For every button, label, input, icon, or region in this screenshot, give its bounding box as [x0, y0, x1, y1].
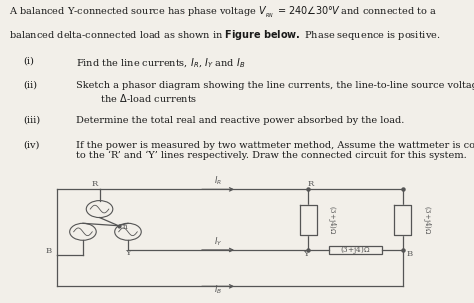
Text: Y: Y [303, 250, 309, 258]
Text: n: n [122, 223, 127, 231]
Text: balanced delta-connected load as shown in $\mathbf{Figure\ below.}$ Phase sequen: balanced delta-connected load as shown i… [9, 28, 441, 42]
Text: $I_B$: $I_B$ [214, 283, 222, 296]
Text: (iii): (iii) [24, 116, 41, 125]
Text: (iv): (iv) [24, 141, 40, 150]
Text: If the power is measured by two wattmeter method, Assume the wattmeter is connec: If the power is measured by two wattmete… [76, 141, 474, 160]
Text: A balanced Y-connected source has phase voltage $V_{_{RN}}$ $= 240\angle30°\!V$ : A balanced Y-connected source has phase … [9, 5, 438, 20]
Text: (ii): (ii) [24, 81, 38, 90]
Text: (3+j4)$\Omega$: (3+j4)$\Omega$ [420, 205, 433, 235]
Text: (3+j4)$\Omega$: (3+j4)$\Omega$ [326, 205, 338, 235]
Polygon shape [394, 205, 411, 235]
Text: R: R [307, 180, 314, 188]
Text: R: R [91, 180, 98, 188]
Text: Find the line currents, $I_R$, $I_Y$ and $I_B$: Find the line currents, $I_R$, $I_Y$ and… [76, 56, 245, 70]
FancyBboxPatch shape [329, 246, 382, 254]
Text: $I_R$: $I_R$ [214, 175, 222, 188]
Text: (i): (i) [24, 56, 35, 65]
Text: Sketch a phasor diagram showing the line currents, the line-to-line source volta: Sketch a phasor diagram showing the line… [76, 81, 474, 104]
Text: Y: Y [125, 249, 131, 258]
Text: Determine the total real and reactive power absorbed by the load.: Determine the total real and reactive po… [76, 116, 404, 125]
Text: (3+j4)$\Omega$: (3+j4)$\Omega$ [340, 244, 371, 256]
Text: B: B [407, 250, 413, 258]
Polygon shape [300, 205, 317, 235]
Text: $I_Y$: $I_Y$ [214, 235, 222, 248]
Text: B: B [46, 247, 52, 255]
